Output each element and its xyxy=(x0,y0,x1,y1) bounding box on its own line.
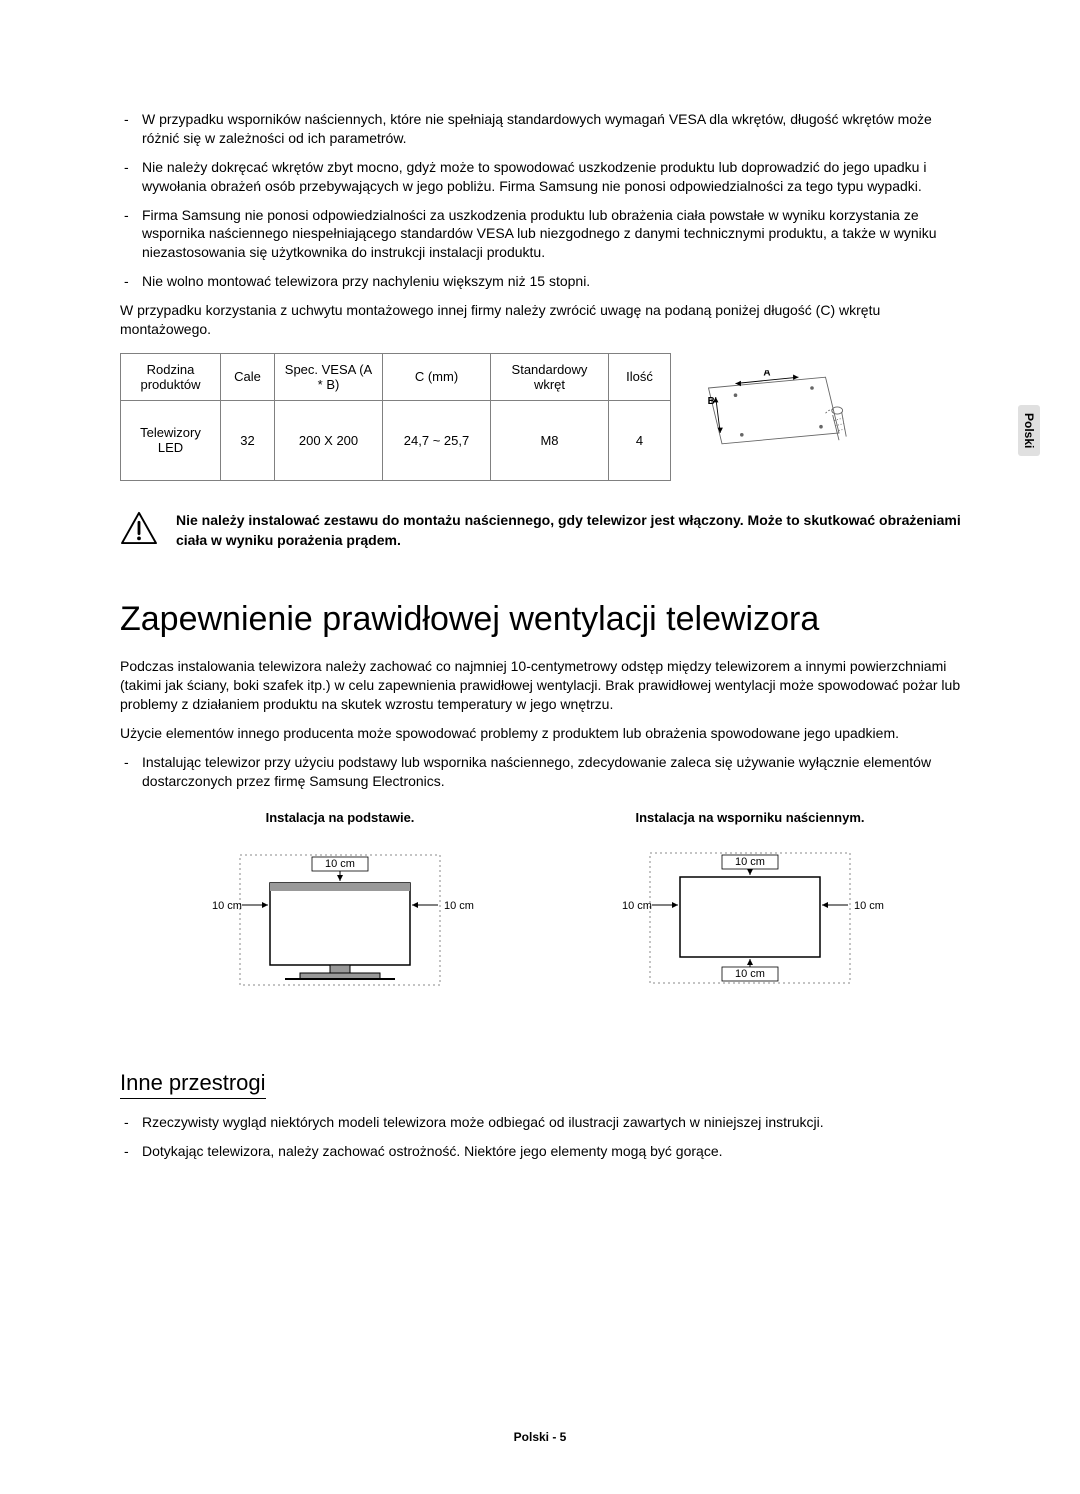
table-header: Ilość xyxy=(609,353,671,400)
diagram-title: Instalacja na wsporniku naściennym. xyxy=(600,810,900,825)
table-cell: Telewizory LED xyxy=(121,400,221,480)
ventilation-bullet-list: Instalując telewizor przy użyciu podstaw… xyxy=(120,753,970,791)
bracket-diagram-cell: A B xyxy=(671,353,864,480)
table-header: Standardowy wkręt xyxy=(491,353,609,400)
stand-diagram-block: Instalacja na podstawie. 10 cm 10 xyxy=(190,810,490,1010)
bullet-item: Nie należy dokręcać wkrętów zbyt mocno, … xyxy=(142,158,970,196)
bottom-bullet-list: Rzeczywisty wygląd niektórych modeli tel… xyxy=(120,1113,970,1161)
distance-label: 10 cm xyxy=(622,900,652,912)
bullet-item: Dotykając telewizora, należy zachować os… xyxy=(142,1142,970,1161)
table-cell: 200 X 200 xyxy=(275,400,383,480)
warning-block: Nie należy instalować zestawu do montażu… xyxy=(120,511,970,550)
subsection-heading: Inne przestrogi xyxy=(120,1070,266,1099)
distance-label: 10 cm xyxy=(735,856,765,868)
diagram-row: Instalacja na podstawie. 10 cm 10 xyxy=(120,810,970,1010)
wall-diagram-block: Instalacja na wsporniku naściennym. 10 c… xyxy=(600,810,900,1010)
table-header: Cale xyxy=(221,353,275,400)
bullet-item: Rzeczywisty wygląd niektórych modeli tel… xyxy=(142,1113,970,1132)
distance-label: 10 cm xyxy=(325,858,355,870)
page-footer: Polski - 5 xyxy=(0,1430,1080,1444)
ventilation-paragraph: Użycie elementów innego producenta może … xyxy=(120,724,970,743)
stand-install-diagram: 10 cm 10 cm 10 cm xyxy=(190,835,490,1005)
bullet-item: Firma Samsung nie ponosi odpowiedzialnoś… xyxy=(142,206,970,263)
section-heading: Zapewnienie prawidłowej wentylacji telew… xyxy=(120,600,970,639)
distance-label: 10 cm xyxy=(854,900,884,912)
vesa-bracket-diagram: A B xyxy=(677,370,857,460)
ventilation-paragraph: Podczas instalowania telewizora należy z… xyxy=(120,657,970,714)
distance-label: 10 cm xyxy=(212,900,242,912)
table-header: Spec. VESA (A * B) xyxy=(275,353,383,400)
table-cell: 4 xyxy=(609,400,671,480)
warning-text: Nie należy instalować zestawu do montażu… xyxy=(176,511,970,550)
table-cell: 24,7 ~ 25,7 xyxy=(383,400,491,480)
spec-table: Rodzina produktów Cale Spec. VESA (A * B… xyxy=(120,353,863,481)
top-bullet-list: W przypadku wsporników naściennych, któr… xyxy=(120,110,970,291)
mount-paragraph: W przypadku korzystania z uchwytu montaż… xyxy=(120,301,970,339)
table-cell: M8 xyxy=(491,400,609,480)
diagram-title: Instalacja na podstawie. xyxy=(190,810,490,825)
warning-icon xyxy=(120,511,158,545)
table-header-row: Rodzina produktów Cale Spec. VESA (A * B… xyxy=(121,353,864,400)
distance-label: 10 cm xyxy=(735,968,765,980)
table-cell: 32 xyxy=(221,400,275,480)
label-b: B xyxy=(708,397,715,408)
distance-label: 10 cm xyxy=(444,900,474,912)
wall-install-diagram: 10 cm 10 cm 10 cm 10 cm xyxy=(600,835,900,1005)
bullet-item: Instalując telewizor przy użyciu podstaw… xyxy=(142,753,970,791)
bullet-item: W przypadku wsporników naściennych, któr… xyxy=(142,110,970,148)
label-a: A xyxy=(763,370,770,378)
bullet-item: Nie wolno montować telewizora przy nachy… xyxy=(142,272,970,291)
page-content: W przypadku wsporników naściennych, któr… xyxy=(0,0,1080,1231)
table-header: Rodzina produktów xyxy=(121,353,221,400)
table-header: C (mm) xyxy=(383,353,491,400)
